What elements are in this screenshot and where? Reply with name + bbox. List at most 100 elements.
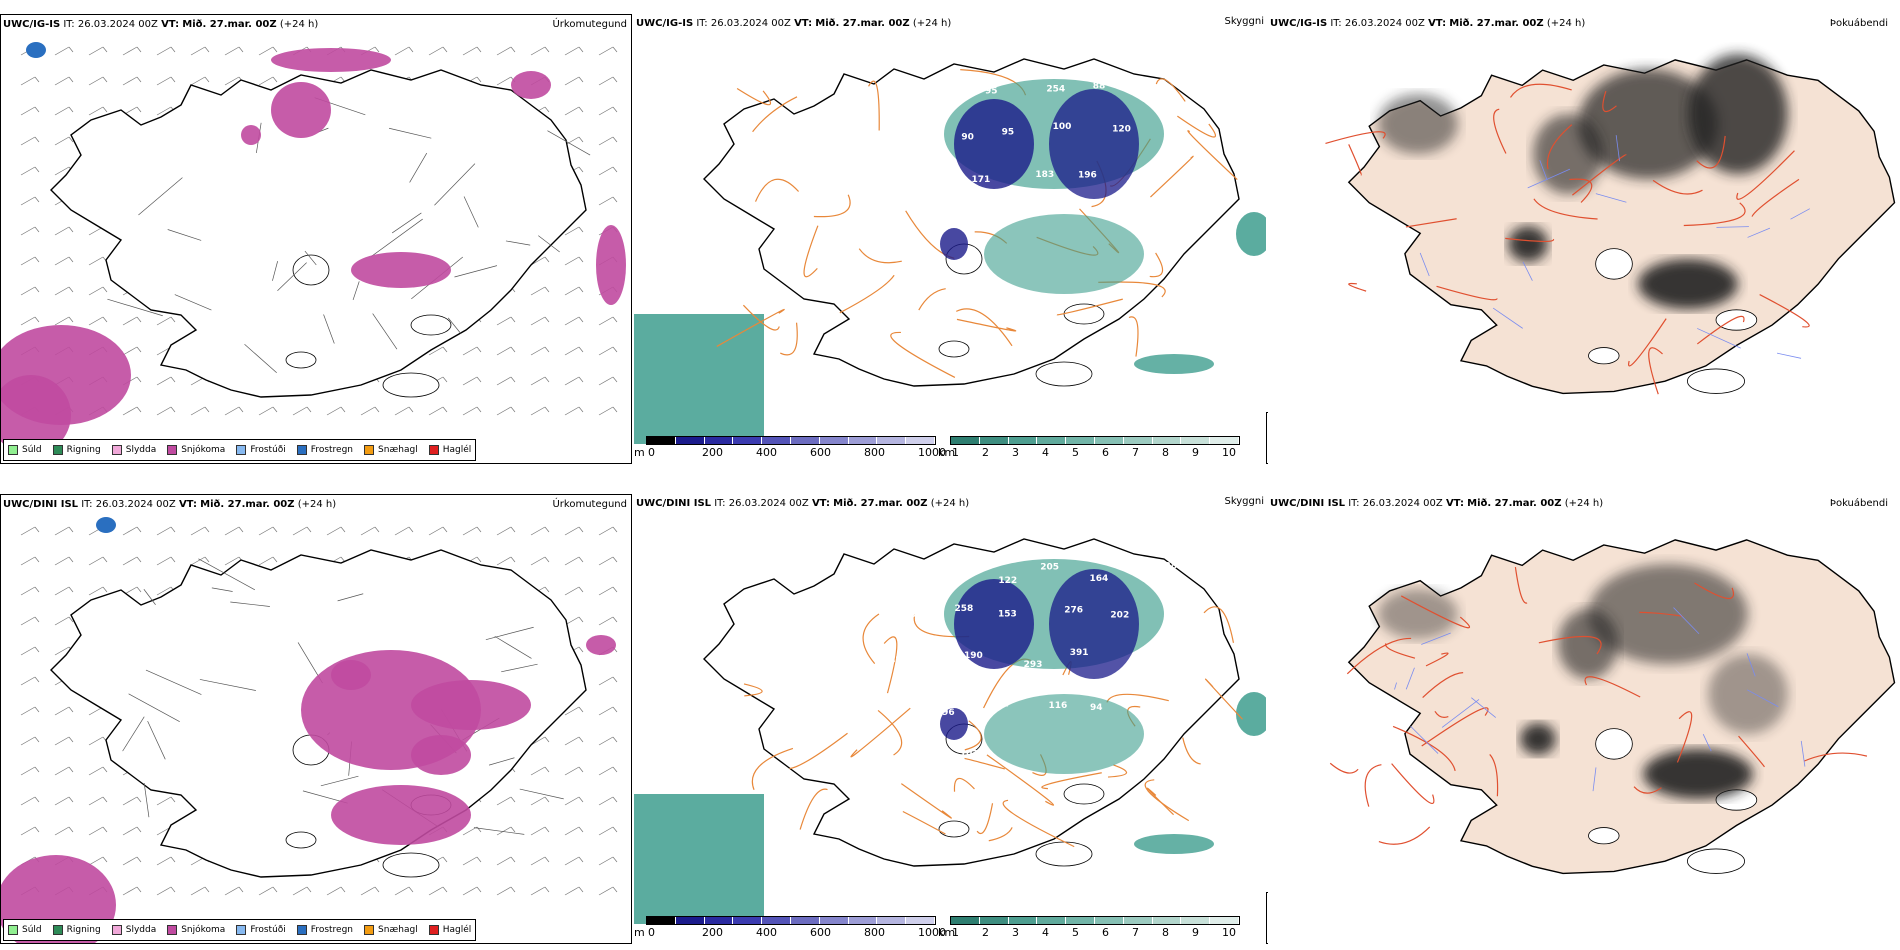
cloud-base-label: 258	[955, 604, 974, 614]
lead: (+24 h)	[912, 18, 952, 29]
legend-item: Snæhagl	[364, 445, 418, 455]
colorbar-tick: 0	[648, 926, 655, 939]
river-line	[1790, 208, 1810, 220]
road-line	[1493, 108, 1507, 154]
legend-swatch	[111, 445, 122, 455]
panel-title: Úrkomutegund	[552, 499, 627, 510]
colorbar-tick: 200	[702, 926, 723, 939]
glacier-outline	[1035, 361, 1093, 387]
precip-type-panel-row1: UWC/IG-IS IT: 26.03.2024 00Z VT: Mið. 27…	[0, 14, 632, 464]
model: UWC/IG-IS	[1270, 18, 1328, 29]
cloud-base-label: 494	[990, 700, 1009, 710]
road-line	[1348, 282, 1367, 292]
fog-index-panel-row2: UWC/DINI ISL IT: 26.03.2024 00Z VT: Mið.…	[1268, 494, 1900, 944]
glacier-outline	[1588, 827, 1620, 845]
glacier-outline	[382, 852, 440, 878]
iceland-outline	[50, 69, 587, 398]
fog-area	[1638, 259, 1738, 309]
glacier-outline	[1715, 309, 1758, 331]
legend-swatch	[52, 925, 63, 935]
model: UWC/IG-IS	[3, 19, 61, 30]
legend-label: Frostúði	[250, 925, 286, 935]
road-line	[1325, 131, 1386, 144]
cbar_m-colorbar: m 0 200 400 600 800 1000	[634, 916, 946, 942]
road-line	[1514, 567, 1528, 604]
cbar_km-colorbar: km 1 2 3 4 5 6 7 8 9 10	[938, 916, 1248, 942]
river-line	[1522, 261, 1533, 281]
it-value: 26.03.2024 00Z	[728, 498, 809, 509]
it-value: 26.03.2024 00Z	[1344, 18, 1425, 29]
vt-value: Mið. 27.mar. 00Z	[1467, 498, 1562, 509]
glacier-outline	[1687, 848, 1745, 874]
map-header: UWC/DINI ISL IT: 26.03.2024 00Z VT: Mið.…	[3, 499, 336, 510]
river-line	[1776, 352, 1802, 359]
road-line	[1391, 763, 1435, 805]
river-line	[1527, 168, 1571, 189]
fog-area	[1558, 609, 1618, 679]
colorbar-tick: 200	[702, 446, 723, 459]
road-line	[1422, 672, 1464, 699]
glacier-outline	[382, 372, 440, 398]
vt-value: Mið. 27.mar. 00Z	[815, 18, 910, 29]
cloud-base-label: 196	[893, 140, 912, 150]
it-label: IT:	[1330, 18, 1342, 29]
legend-label: Snæhagl	[378, 445, 418, 455]
legend-swatch	[296, 925, 307, 935]
legend-label: Rigning	[66, 445, 101, 455]
cloud-base-label: 119	[1173, 135, 1192, 145]
colorbar-tick: 1000	[918, 446, 946, 459]
road-line	[1628, 318, 1667, 367]
river-line	[1673, 607, 1700, 635]
map-header: UWC/IG-IS IT: 26.03.2024 00Z VT: Mið. 27…	[3, 19, 318, 30]
colorbar-tick: 400	[756, 926, 777, 939]
cloud-base-label: 122	[998, 576, 1017, 586]
lead: (+24 h)	[297, 499, 337, 510]
colorbar-tick: 3	[1012, 926, 1019, 939]
lead: (+24 h)	[279, 19, 319, 30]
legend-item: Súld	[8, 445, 42, 455]
cloud-base-area	[954, 99, 1034, 189]
colorbar-tick: 800	[864, 446, 885, 459]
cloud-base-label: 190	[964, 651, 983, 661]
road-line	[1392, 725, 1456, 771]
model: UWC/DINI ISL	[1270, 498, 1346, 509]
river-line	[1394, 682, 1397, 690]
road-line	[1505, 237, 1554, 243]
legend-swatch	[296, 445, 307, 455]
colorbar-tick: 800	[864, 926, 885, 939]
cloud-base-label: 153	[998, 609, 1017, 619]
legend-label: Frostregn	[310, 925, 354, 935]
legend-item: Slydda	[111, 445, 157, 455]
colorbar-tick: 7	[1132, 446, 1139, 459]
river-line	[1539, 160, 1548, 181]
road-line	[1538, 635, 1602, 655]
cloud-base-label: 90	[961, 132, 974, 142]
snowfall-area	[331, 660, 371, 690]
vt-label: VT:	[811, 498, 830, 509]
glacier-outline	[285, 831, 317, 849]
cloud-base-area	[1049, 89, 1139, 199]
road-line	[1736, 150, 1795, 200]
snowfall-area	[511, 71, 551, 99]
snowfall-area	[271, 48, 391, 72]
colorbar-tick: 1	[952, 446, 959, 459]
cloud-base-label: 222	[1142, 662, 1161, 672]
legend-swatch	[428, 445, 439, 455]
glacier-outline	[1588, 347, 1620, 365]
vt-label: VT:	[161, 19, 180, 30]
map-header: UWC/IG-IS IT: 26.03.2024 00Z VT: Mið. 27…	[1270, 18, 1585, 29]
visibility-panel-row2: 110 176 122 205 164 238 169 258 153 276 202 300 187 1…	[634, 494, 1324, 944]
legend-item: Snjókoma	[167, 445, 225, 455]
colorbar-tick: 8	[1162, 446, 1169, 459]
cloud-base-label: 196	[1078, 170, 1097, 180]
legend-swatch	[167, 925, 178, 935]
legend-label: Frostregn	[310, 445, 354, 455]
legend-item: Frostregn	[296, 445, 354, 455]
legend-label: Haglél	[442, 925, 472, 935]
legend-label: Snæhagl	[378, 925, 418, 935]
lead: (+24 h)	[1564, 498, 1604, 509]
river-line	[1410, 725, 1439, 754]
fog-area	[1378, 94, 1458, 154]
cloud-base-label: 116	[1048, 701, 1067, 711]
legend-label: Slydda	[125, 445, 157, 455]
